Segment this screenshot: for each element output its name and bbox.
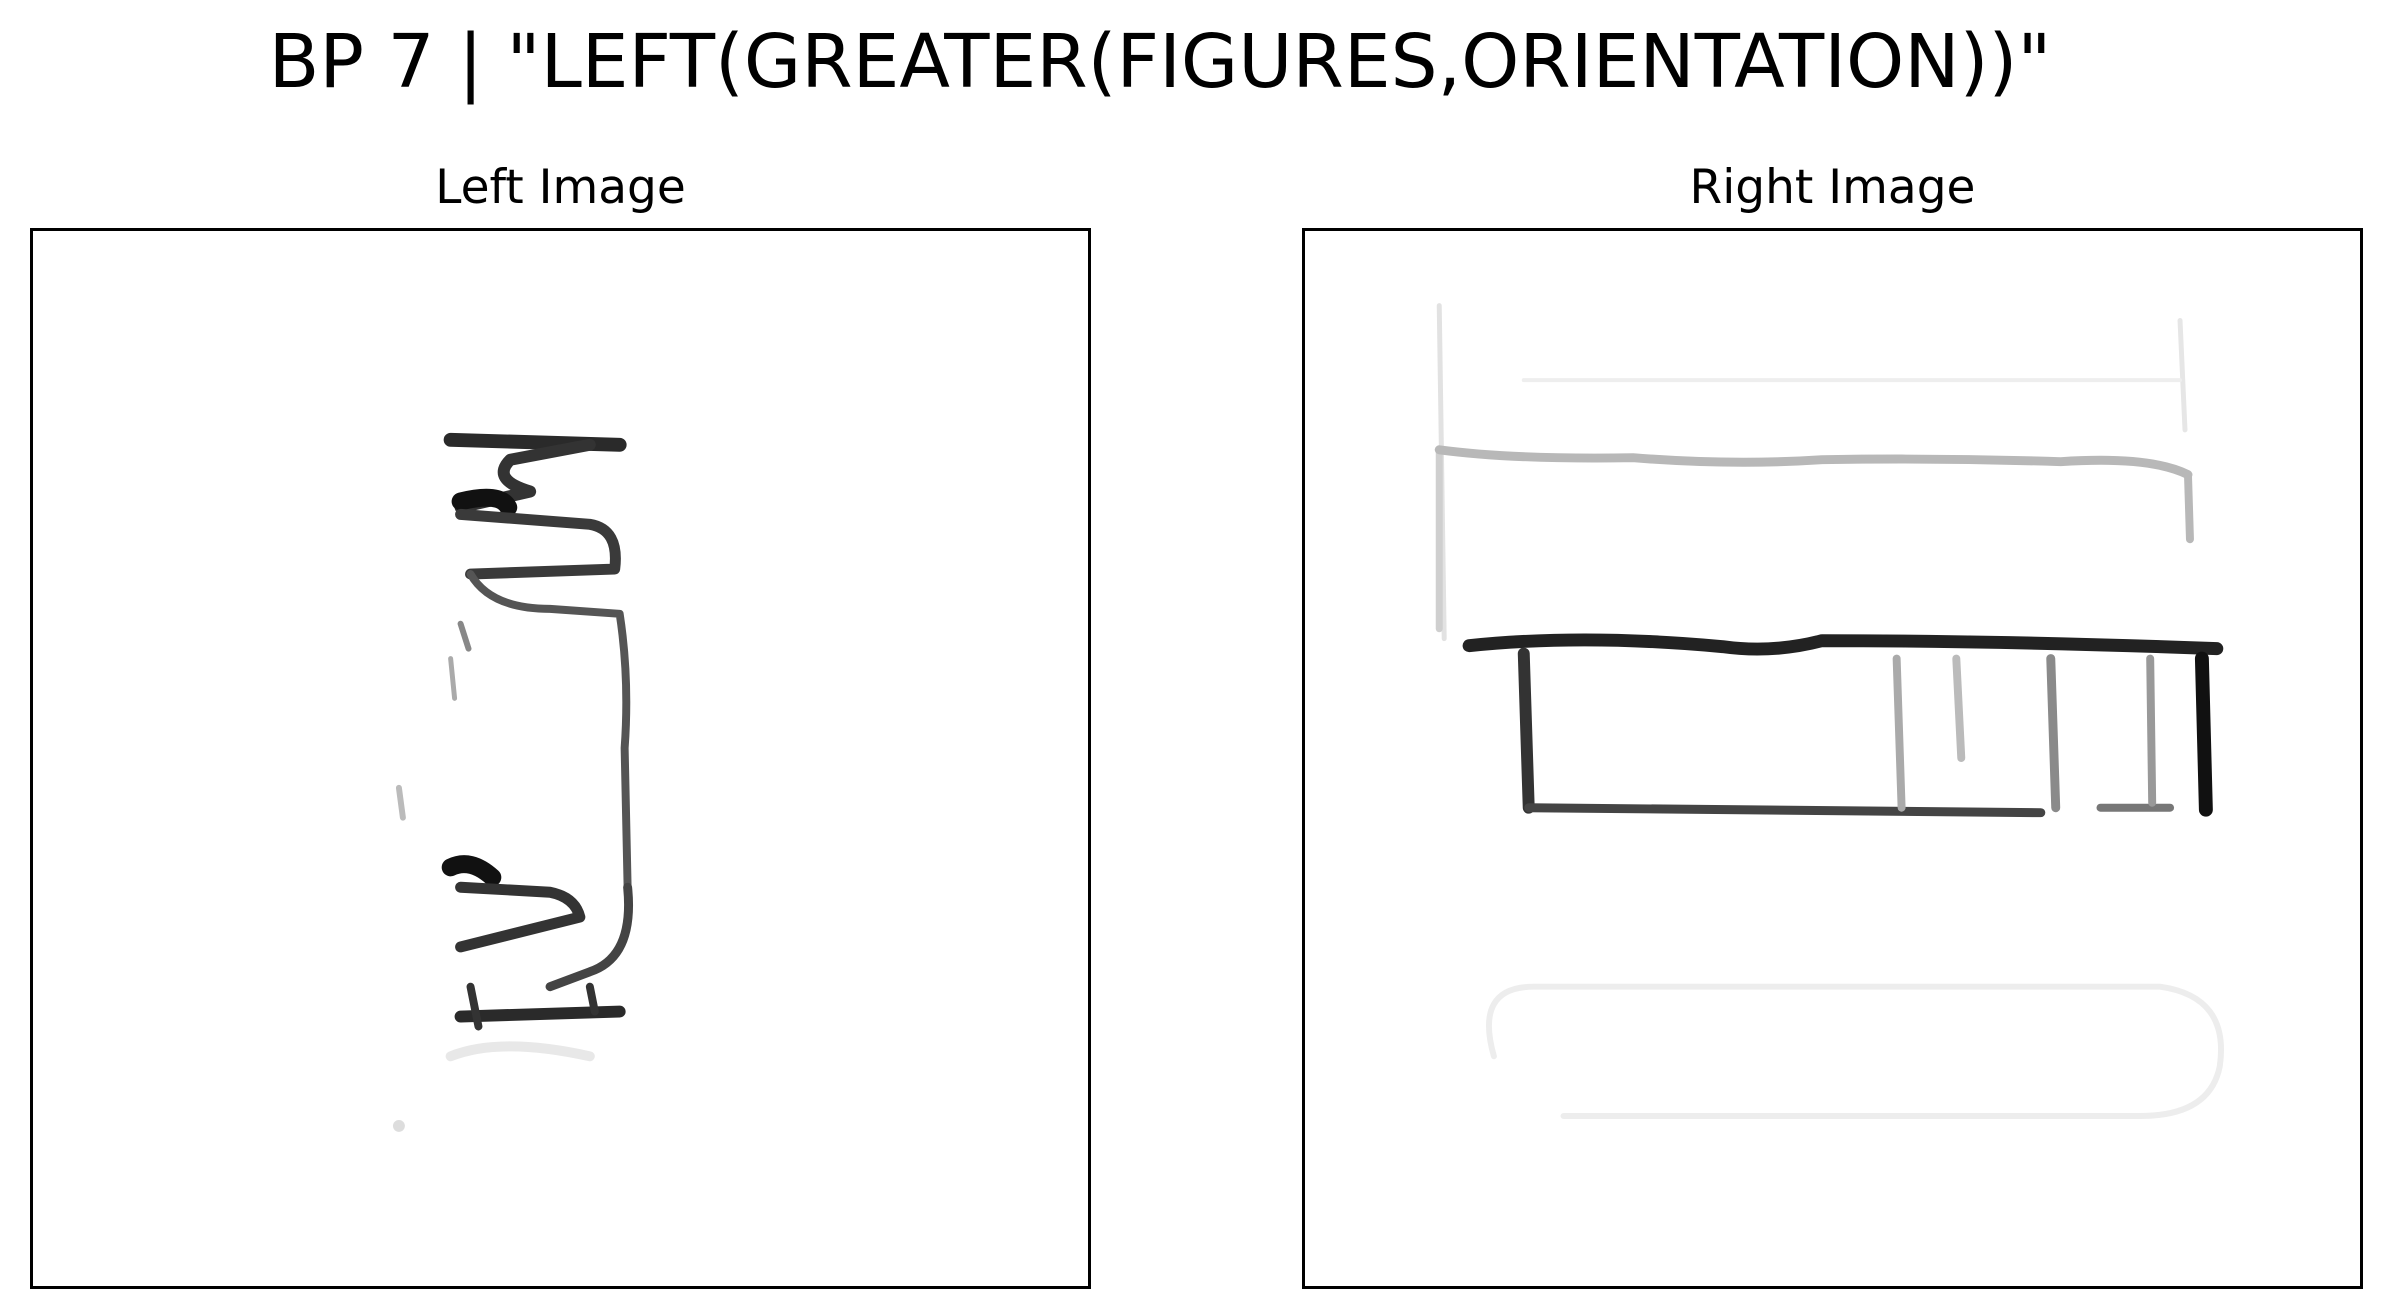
right-sketch (1434, 303, 2224, 1119)
figure-title: BP 7 | "LEFT(GREATER(FIGURES,ORIENTATION… (268, 19, 2052, 105)
right-image-panel (1302, 228, 2363, 1289)
left-image-panel (30, 228, 1091, 1289)
right-image-title: Right Image (1689, 160, 1976, 215)
left-sketch (392, 432, 633, 1132)
left-image-title: Left Image (435, 160, 686, 215)
